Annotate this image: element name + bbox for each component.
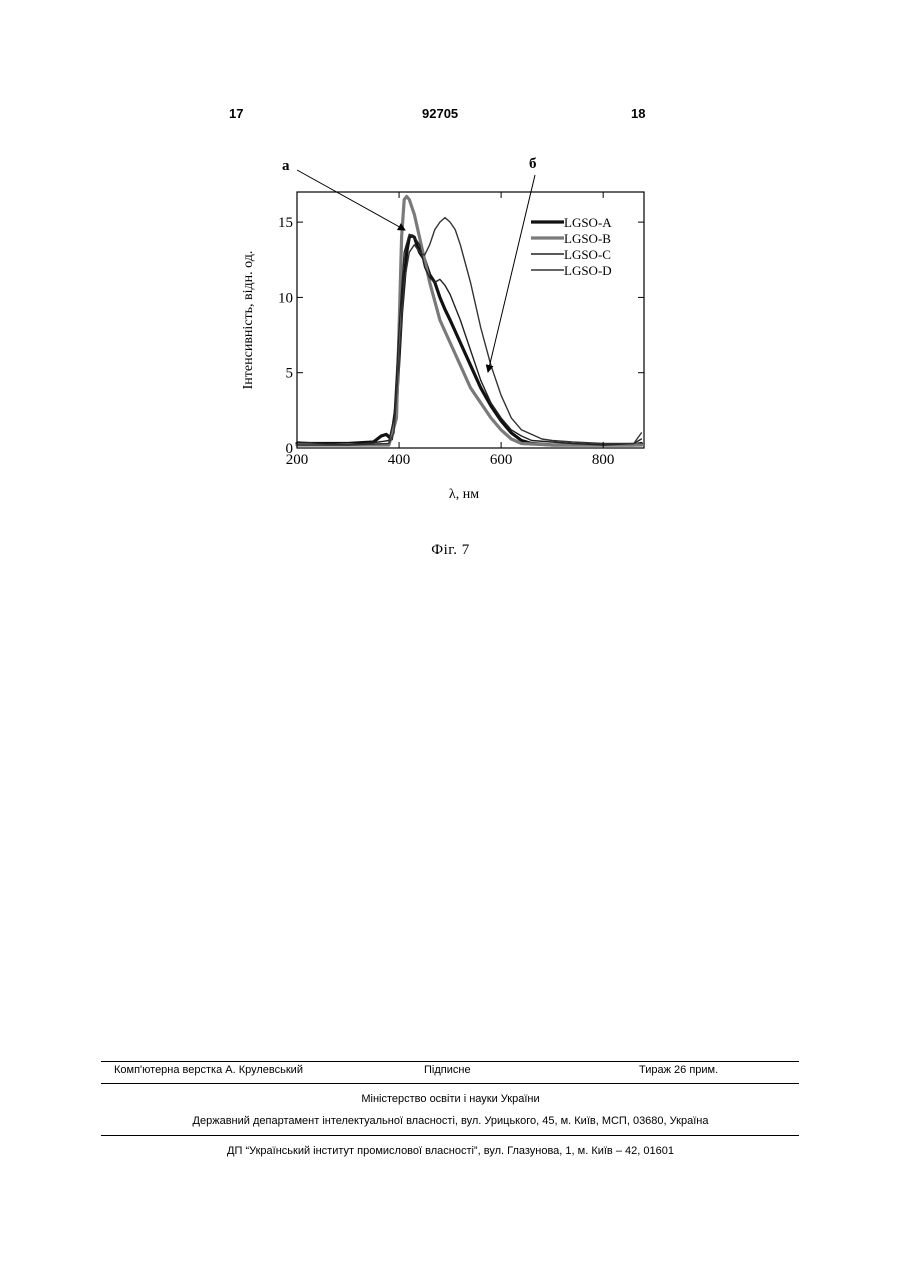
figure-caption: Фіг. 7 <box>0 542 901 559</box>
arrow-a <box>297 170 405 230</box>
footer-department: Державний департамент інтелектуальної вл… <box>0 1115 901 1127</box>
footer-layout-credit: Комп'ютерна верстка А. Крулевський <box>114 1064 303 1076</box>
legend-label-lgso-a: LGSO-A <box>564 215 612 230</box>
footer-signed: Підписне <box>424 1064 471 1076</box>
x-tick-label: 600 <box>490 452 513 468</box>
x-tick-label: 800 <box>592 452 615 468</box>
footer-rule-top <box>101 1061 799 1062</box>
legend: LGSO-ALGSO-BLGSO-CLGSO-D <box>531 215 612 278</box>
footer-institute: ДП “Український інститут промислової вла… <box>0 1145 901 1157</box>
arrow-b <box>488 175 535 372</box>
legend-label-lgso-b: LGSO-B <box>564 231 611 246</box>
x-tick-label: 400 <box>388 452 411 468</box>
footer-ministry: Міністерство освіти і науки України <box>0 1093 901 1105</box>
y-tick-label: 10 <box>278 290 293 306</box>
y-tick-label: 0 <box>286 441 294 457</box>
y-tick-label: 15 <box>278 215 293 231</box>
annotation-b: б <box>529 156 537 172</box>
footer-rule-middle <box>101 1083 799 1084</box>
y-tick-label: 5 <box>286 366 294 382</box>
y-axis-label: Інтенсивність, відн. од. <box>241 251 256 390</box>
legend-label-lgso-d: LGSO-D <box>564 263 612 278</box>
footer-circulation: Тираж 26 прим. <box>639 1064 718 1076</box>
legend-label-lgso-c: LGSO-C <box>564 247 611 262</box>
x-axis-label: λ, нм <box>449 487 479 502</box>
footer-rule-bottom <box>101 1135 799 1136</box>
annotation-a: а <box>282 158 290 174</box>
